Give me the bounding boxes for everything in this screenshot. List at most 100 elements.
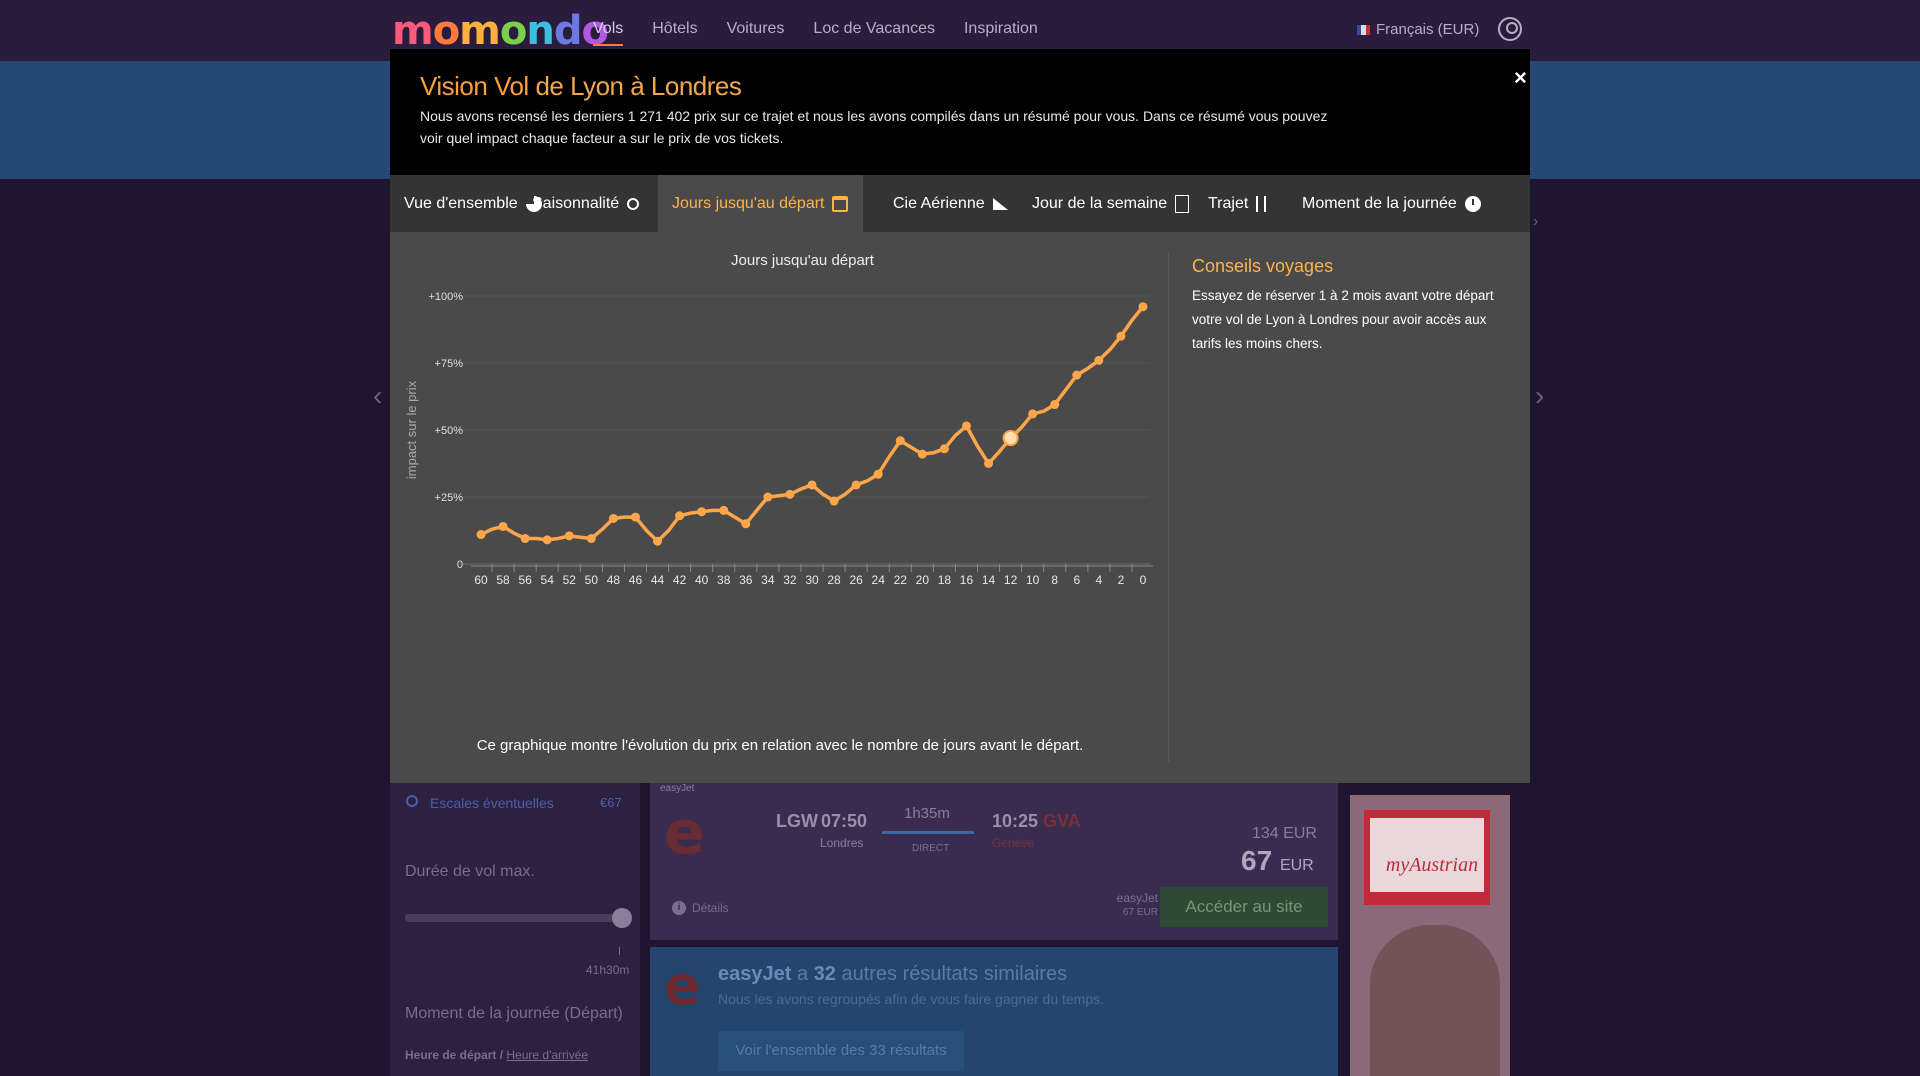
data-point <box>1094 355 1104 365</box>
modal-header: Vision Vol de Lyon à Londres Nous avons … <box>390 49 1530 175</box>
tab-jours-depart[interactable]: Jours jusqu'au départ <box>658 175 864 232</box>
data-point <box>586 534 596 544</box>
x-tick-label: 36 <box>739 573 753 587</box>
moment-label: Moment de la journée (Départ) <box>405 1005 623 1022</box>
modal-title: Vision Vol de Lyon à Londres <box>420 71 742 102</box>
data-point <box>542 535 552 545</box>
data-point <box>520 534 530 544</box>
carousel-left-arrow-icon[interactable]: ‹ <box>373 380 383 411</box>
small-right-arrow-icon[interactable]: › <box>1533 213 1539 230</box>
details-link[interactable]: i Détails <box>672 901 729 915</box>
heure-arrivee-link[interactable]: Heure d'arrivée <box>506 1048 589 1062</box>
vision-vol-modal: Vision Vol de Lyon à Londres Nous avons … <box>390 49 1530 783</box>
tab-trajet[interactable]: Trajet <box>1208 175 1267 232</box>
data-point <box>697 507 707 517</box>
y-tick-label: 0 <box>457 559 463 571</box>
nav-voitures[interactable]: Voitures <box>726 20 785 37</box>
price-currency: EUR <box>1279 857 1314 874</box>
clock-icon <box>1464 195 1481 212</box>
chart-caption: Ce graphique montre l'évolution du prix … <box>476 737 1084 754</box>
y-tick-label: +100% <box>428 291 463 303</box>
escales-label: Escales éventuelles <box>430 795 554 811</box>
title-brand: Vision Vol <box>420 71 529 101</box>
tab-moment-journee[interactable]: Moment de la journée <box>1302 175 1481 232</box>
data-point <box>807 480 817 490</box>
heure-depart-label[interactable]: Heure de départ / <box>405 1048 507 1062</box>
nav-inspiration[interactable]: Inspiration <box>963 20 1038 37</box>
days-before-departure-chart[interactable]: 0+25%+50%+75%+100%60 58 56 54 52 50 48 46 44 42 40… <box>390 232 1170 732</box>
user-account-icon[interactable] <box>1498 17 1522 41</box>
card-airline-name: easyJet <box>660 783 695 794</box>
x-tick-label: 58 <box>496 573 510 587</box>
carousel-right-arrow-icon[interactable]: › <box>1535 380 1545 411</box>
tab-saisonnalite[interactable]: Saisonnalité <box>532 175 640 232</box>
x-tick-label: 46 <box>629 573 643 587</box>
duree-slider-handle[interactable] <box>612 908 632 928</box>
logo-letter: o <box>581 8 609 54</box>
modal-body: Jours jusqu'au départ 0 +25% +50% +75% +100%… <box>390 232 1530 783</box>
x-tick-label: 16 <box>960 573 974 587</box>
data-point <box>1138 302 1148 312</box>
similar-results-panel: e easyJet a 32 autres résultats similair… <box>650 947 1338 1076</box>
similar-title: easyJet a 32 autres résultats similaires <box>718 963 1067 986</box>
voir-ensemble-button[interactable]: Voir l'ensemble des 33 résultats <box>718 1031 964 1071</box>
x-tick-label: 2 <box>1118 573 1125 587</box>
price-new: 67 EUR <box>1241 845 1314 877</box>
arrival-airport: GVA <box>1043 811 1081 831</box>
language-selector[interactable]: Français (EUR) <box>1357 21 1479 38</box>
x-tick-label: 8 <box>1051 573 1058 587</box>
momondo-logo[interactable]: momondo <box>392 8 609 54</box>
nav-vols[interactable]: Vols <box>593 20 624 46</box>
data-point <box>917 449 927 459</box>
provider-price: 67 EUR <box>1122 907 1158 918</box>
x-tick-label: 60 <box>474 573 488 587</box>
data-point <box>873 469 883 479</box>
departure-city: Londres <box>820 836 864 850</box>
logo-letter: o <box>432 8 461 54</box>
nav-loc-vacances[interactable]: Loc de Vacances <box>813 20 935 37</box>
data-point <box>498 521 508 531</box>
ad-brand: myAustrian <box>1385 854 1479 876</box>
x-tick-label: 24 <box>872 573 886 587</box>
calendar-icon <box>832 195 849 212</box>
tab-vue-ensemble[interactable]: Vue d'ensemble <box>404 175 542 232</box>
tab-label: Cie Aérienne <box>893 194 985 212</box>
similar-count: 32 <box>813 963 836 985</box>
x-tick-label: 50 <box>585 573 599 587</box>
tab-jour-semaine[interactable]: Jour de la semaine <box>1032 175 1190 232</box>
filter-sidebar: Escales éventuelles €67 Durée de vol max… <box>390 783 640 1076</box>
data-point <box>675 511 685 521</box>
data-point <box>763 492 773 502</box>
duree-slider-track[interactable] <box>405 914 625 922</box>
advertisement-banner[interactable]: myAustrian <box>1350 795 1510 1076</box>
data-point <box>961 421 971 431</box>
y-tick-label: +50% <box>435 425 464 437</box>
data-point <box>719 505 729 515</box>
route-icon <box>1256 195 1267 212</box>
departure-airport: LGW <box>776 811 818 831</box>
tab-cie-aerienne[interactable]: Cie Aérienne <box>893 175 1008 232</box>
escales-radio[interactable] <box>406 795 418 807</box>
x-tick-label: 28 <box>827 573 841 587</box>
ad-logo-bg: myAustrian <box>1370 818 1484 892</box>
slider-tick <box>619 947 620 955</box>
info-icon: i <box>672 901 686 915</box>
data-point <box>984 459 994 468</box>
acceder-au-site-button[interactable]: Accéder au site <box>1160 887 1328 927</box>
flight-duration: 1h35m <box>904 805 950 822</box>
x-tick-label: 38 <box>717 573 731 587</box>
similar-suffix: autres résultats similaires <box>835 963 1068 985</box>
x-tick-label: 0 <box>1140 573 1147 587</box>
close-icon[interactable]: × <box>1514 65 1527 90</box>
nav-hotels[interactable]: Hôtels <box>652 20 698 37</box>
similar-airline: easyJet <box>718 963 792 985</box>
x-tick-label: 6 <box>1073 573 1080 587</box>
x-tick-label: 44 <box>651 573 665 587</box>
tab-label: Jours jusqu'au départ <box>672 194 825 212</box>
x-tick-label: 40 <box>695 573 709 587</box>
pie-icon <box>525 195 542 212</box>
flight-result-card[interactable]: easyJet e LGW 07:50 Londres 1h35m DIRECT… <box>650 783 1338 940</box>
tab-label: Jour de la semaine <box>1032 194 1168 212</box>
data-point <box>895 436 905 446</box>
tab-label: Saisonnalité <box>532 194 620 212</box>
